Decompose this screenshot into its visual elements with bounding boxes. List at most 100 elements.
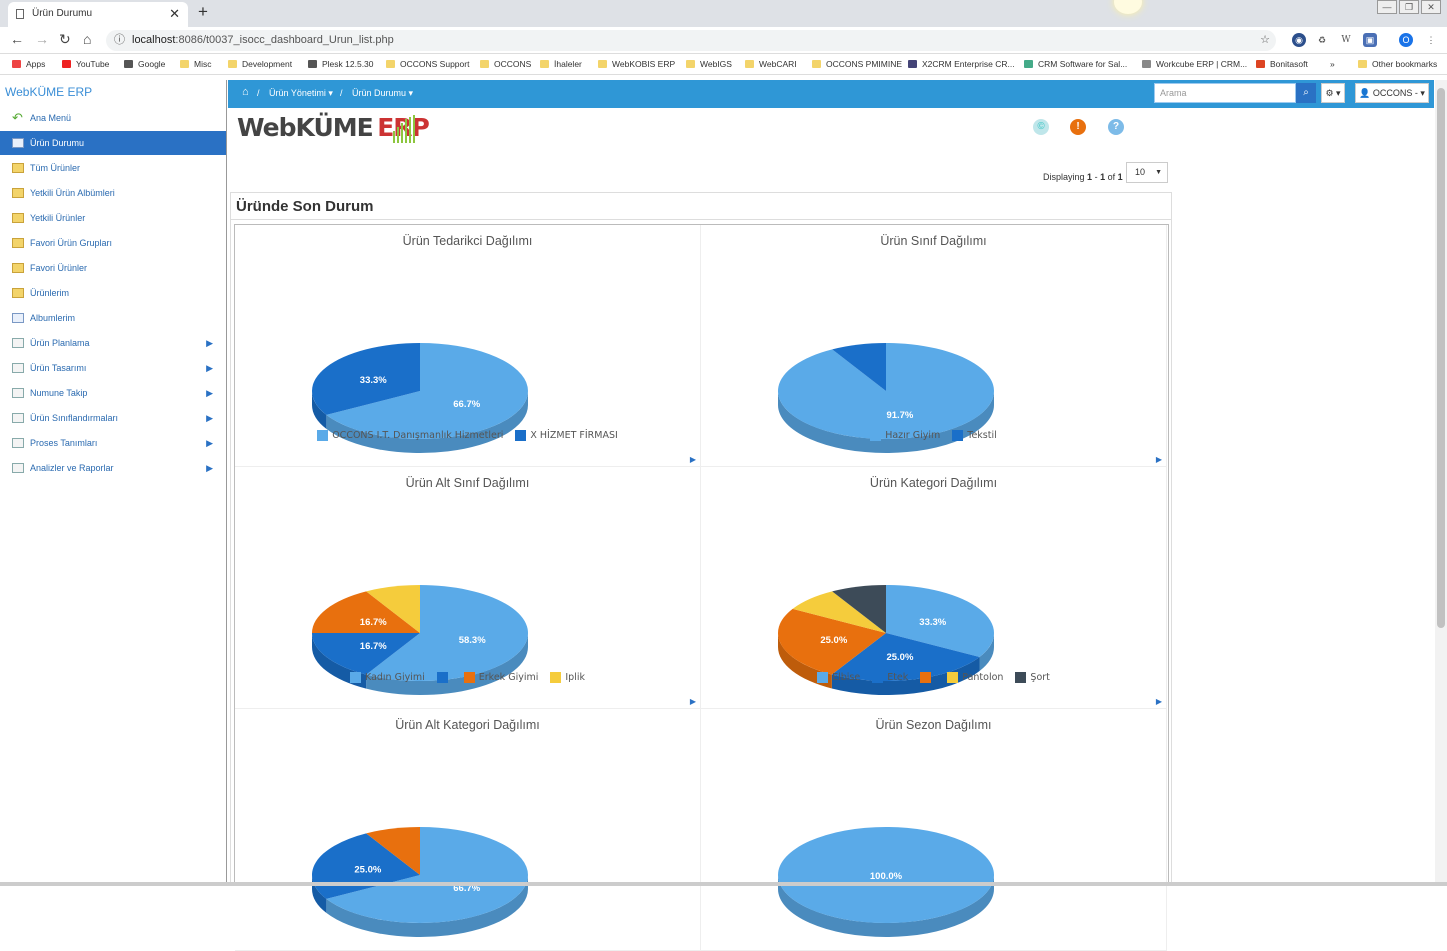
legend-next-icon[interactable]: ▶ xyxy=(1155,455,1162,464)
pie-slice[interactable] xyxy=(312,591,420,633)
bookmark-item[interactable]: Google xyxy=(124,59,165,69)
legend-item[interactable]: Kadın Giyimi xyxy=(350,672,425,683)
reload-icon[interactable]: ↻ xyxy=(59,31,71,47)
browser-tab[interactable]: Ürün Durumu ✕ xyxy=(8,2,188,27)
sidebar-item[interactable]: Favori Ürün Grupları xyxy=(0,231,226,255)
bookmark-item[interactable]: YouTube xyxy=(62,59,109,69)
bookmark-item[interactable]: Bonitasoft xyxy=(1256,59,1308,69)
pie-slice[interactable] xyxy=(312,633,420,675)
scrollbar-thumb[interactable] xyxy=(1437,88,1445,628)
pie-slice[interactable] xyxy=(366,585,420,633)
sidebar-item[interactable]: ↶ Ana Menü xyxy=(0,106,226,130)
bookmark-folder-icon xyxy=(745,60,754,68)
browser-menu-icon[interactable]: ⋮ xyxy=(1426,35,1436,45)
bookmark-item[interactable]: OCCONS Support xyxy=(386,59,469,69)
refresh-icon[interactable]: © xyxy=(1033,119,1049,135)
sidebar-item[interactable]: Yetkili Ürün Albümleri xyxy=(0,181,226,205)
legend-next-icon[interactable]: ▶ xyxy=(689,455,696,464)
breadcrumb-urun-durumu[interactable]: Ürün Durumu ▾ xyxy=(352,88,414,98)
sidebar-item[interactable]: Proses Tanımları ▶ xyxy=(0,431,226,455)
sidebar-item[interactable]: Analizler ve Raporlar ▶ xyxy=(0,456,226,480)
search-icon[interactable]: ⌕ xyxy=(1296,83,1316,103)
bookmark-item[interactable]: WebCARI xyxy=(745,59,797,69)
restore-button[interactable]: ❐ xyxy=(1399,0,1419,14)
pie-slice[interactable] xyxy=(312,343,420,415)
bookmark-item[interactable]: Apps xyxy=(12,59,45,69)
minimize-button[interactable]: — xyxy=(1377,0,1397,14)
sidebar-item[interactable]: Ürün Tasarımı ▶ xyxy=(0,356,226,380)
alert-icon[interactable]: ! xyxy=(1070,119,1086,135)
home-icon[interactable]: ⌂ xyxy=(83,31,92,47)
bookmark-item[interactable]: X2CRM Enterprise CR... xyxy=(908,59,1015,69)
back-icon[interactable]: ← xyxy=(10,31,24,47)
legend-item[interactable]: Iplik xyxy=(550,672,585,683)
sidebar-item[interactable]: Albumlerim xyxy=(0,306,226,330)
pie-slice[interactable] xyxy=(326,343,528,439)
legend-item[interactable]: Erkek Giyimi xyxy=(463,672,538,683)
sidebar-item-label: Yetkili Ürün Albümleri xyxy=(30,188,115,198)
close-window-button[interactable]: ✕ xyxy=(1421,0,1441,14)
bookmark-item[interactable]: Plesk 12.5.30 xyxy=(308,59,374,69)
legend-item[interactable] xyxy=(920,672,935,683)
legend-item[interactable]: X HİZMET FİRMASI xyxy=(515,430,618,441)
pie-chart: Ürün Sezon Dağılımı 100.0% xyxy=(701,709,1167,951)
bookmark-item[interactable]: Development xyxy=(228,59,292,69)
pie-slice[interactable] xyxy=(366,585,528,681)
bookmark-item[interactable]: WebIGS xyxy=(686,59,732,69)
pie-slice[interactable] xyxy=(792,591,886,633)
bookmark-item[interactable]: CRM Software for Sal... xyxy=(1024,59,1127,69)
new-tab-button[interactable]: + xyxy=(198,2,208,21)
legend-item[interactable]: Elbise xyxy=(817,672,860,683)
settings-dropdown[interactable]: ⚙ ▾ xyxy=(1321,83,1345,103)
bookmark-item[interactable]: » xyxy=(1330,59,1335,69)
bookmark-item[interactable]: OCCONS PMIMINE xyxy=(812,59,902,69)
sidebar-item[interactable]: Ürün Planlama ▶ xyxy=(0,331,226,355)
legend-item[interactable]: Etek xyxy=(872,672,908,683)
profile-avatar[interactable]: O xyxy=(1399,33,1413,47)
legend-item[interactable] xyxy=(436,672,452,683)
legend-item[interactable]: OCCONS I.T. Danışmanlık Hizmetleri xyxy=(317,430,503,441)
legend-next-icon[interactable]: ▶ xyxy=(689,697,696,706)
pie-slice[interactable] xyxy=(832,585,886,633)
forward-icon[interactable]: → xyxy=(35,31,49,47)
legend-item[interactable]: Pantolon xyxy=(947,672,1003,683)
pie-slice[interactable] xyxy=(831,633,980,681)
sidebar-item[interactable]: Ürün Sınıflandırmaları ▶ xyxy=(0,406,226,430)
pie-slice[interactable] xyxy=(366,827,420,875)
legend-item[interactable]: Hazır Giyim xyxy=(870,430,940,441)
extension-w-icon[interactable]: W xyxy=(1341,35,1351,45)
sidebar-item[interactable]: Numune Takip ▶ xyxy=(0,381,226,405)
bookmark-item[interactable]: OCCONS xyxy=(480,59,531,69)
bookmark-item[interactable]: Workcube ERP | CRM... xyxy=(1142,59,1247,69)
pie-slice[interactable] xyxy=(832,343,886,391)
sidebar-item[interactable]: Ürünlerim xyxy=(0,281,226,305)
bookmark-item[interactable]: Other bookmarks xyxy=(1358,59,1437,69)
bookmark-item[interactable]: İhaleler xyxy=(540,59,582,69)
user-dropdown[interactable]: 👤 OCCONS - ▾ xyxy=(1355,83,1429,103)
legend-item[interactable]: Şort xyxy=(1015,672,1050,683)
extension-recycle-icon[interactable]: ♻ xyxy=(1317,35,1327,45)
pie-slice[interactable] xyxy=(778,608,886,675)
bookmark-item[interactable]: WebKOBIS ERP xyxy=(598,59,675,69)
legend-next-icon[interactable]: ▶ xyxy=(1155,697,1162,706)
sidebar-item[interactable]: Ürün Durumu xyxy=(0,131,226,155)
sidebar-item[interactable]: Tüm Ürünler xyxy=(0,156,226,180)
bookmark-star-icon[interactable]: ☆ xyxy=(1260,34,1270,46)
help-icon[interactable]: ? xyxy=(1108,119,1124,135)
legend-item[interactable]: Tekstil xyxy=(952,430,997,441)
brand-title[interactable]: WebKÜME ERP xyxy=(5,85,93,99)
extension-camera-icon[interactable]: ▣ xyxy=(1363,33,1377,47)
close-icon[interactable]: ✕ xyxy=(169,6,180,21)
search-input[interactable]: Arama xyxy=(1154,83,1296,103)
pie-slice[interactable] xyxy=(886,585,994,657)
sidebar-item[interactable]: Yetkili Ürünler xyxy=(0,206,226,230)
breadcrumb-urun-yonetimi[interactable]: Ürün Yönetimi ▾ xyxy=(269,88,333,98)
chart-title: Ürün Tedarikci Dağılımı xyxy=(402,234,533,248)
sidebar-item[interactable]: Favori Ürünler xyxy=(0,256,226,280)
info-icon[interactable]: ⓘ xyxy=(114,34,125,46)
page-size-select[interactable]: 10 ▼ xyxy=(1126,162,1168,183)
url-field[interactable]: ⓘ localhost:8086/t0037_isocc_dashboard_U… xyxy=(106,30,1276,51)
extension-globe-icon[interactable]: ◉ xyxy=(1292,33,1306,47)
home-icon[interactable]: ⌂ xyxy=(242,86,249,98)
bookmark-item[interactable]: Misc xyxy=(180,59,211,69)
